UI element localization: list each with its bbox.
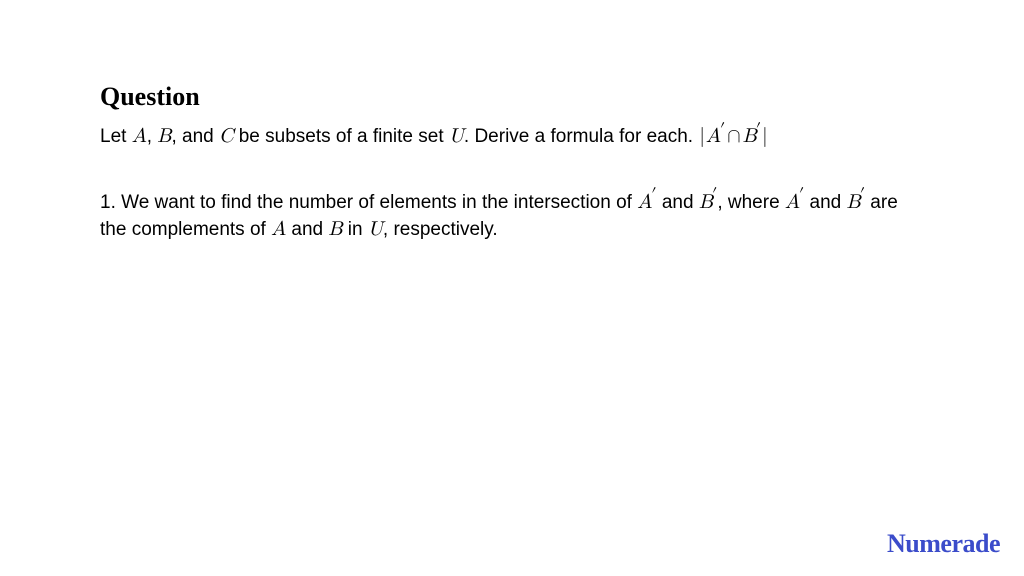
math-C: C	[219, 126, 233, 146]
s-Ap: A	[637, 192, 652, 212]
q-and: and	[182, 126, 219, 147]
s-Bp2: B	[847, 192, 861, 212]
cap-symbol: ∩	[727, 126, 740, 146]
question-heading: Question	[100, 82, 924, 112]
s-U: U	[368, 219, 383, 239]
prime1: ′	[720, 122, 725, 139]
abs-open: |	[699, 126, 705, 146]
s-and1: and	[657, 192, 699, 213]
s-where: where	[728, 192, 785, 213]
math-Bprime: B	[743, 126, 757, 146]
prime2: ′	[756, 122, 761, 139]
math-A: A	[132, 126, 147, 146]
math-B: B	[157, 126, 171, 146]
content-area: Question Let A, B, and C be subsets of a…	[0, 0, 1024, 243]
s-Ap2: A	[785, 192, 800, 212]
s-suffix: , respectively.	[383, 219, 498, 240]
s-in: in	[343, 219, 368, 240]
s-B: B	[328, 219, 342, 239]
numerade-logo: Numerade	[887, 528, 1000, 558]
q-mid1: be subsets of a finite set	[233, 126, 448, 147]
abs-close: |	[762, 126, 768, 146]
math-U: U	[449, 126, 464, 146]
q-prefix: Let	[100, 126, 132, 147]
q-mid2: . Derive a formula for each.	[464, 126, 698, 147]
q-comma2: ,	[171, 126, 182, 147]
math-Aprime: A	[706, 126, 721, 146]
s-and2: and	[804, 192, 846, 213]
q-comma1: ,	[147, 126, 158, 147]
logo-text: Numerade	[887, 529, 1000, 559]
step-text: 1. We want to find the number of element…	[100, 189, 924, 243]
s-Bp: B	[699, 192, 713, 212]
s-A: A	[271, 219, 286, 239]
s-and3: and	[286, 219, 328, 240]
question-text: Let A, B, and C be subsets of a finite s…	[100, 122, 924, 151]
s-comma: ,	[717, 192, 728, 213]
s-prefix: 1. We want to find the number of element…	[100, 192, 637, 213]
